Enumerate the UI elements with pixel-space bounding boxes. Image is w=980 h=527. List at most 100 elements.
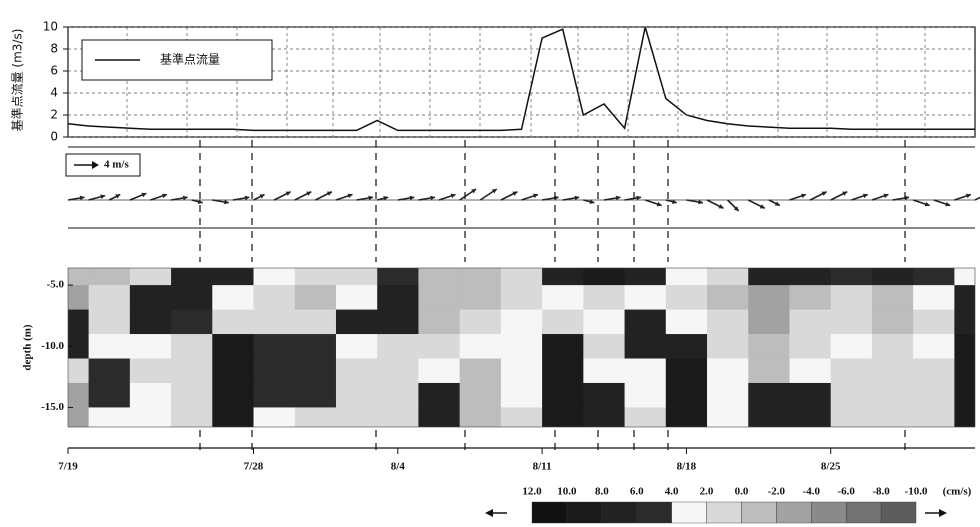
y-tick-label: 10	[43, 20, 58, 34]
contour-cell	[707, 382, 749, 408]
contour-cell	[830, 407, 873, 427]
x-tick-label: 8/4	[391, 461, 406, 473]
contour-cell	[748, 268, 790, 286]
contour-cell	[418, 268, 461, 286]
contour-cell	[171, 268, 213, 286]
plot-layer: 0 2 4 6 8 10 基準点流量 (m3/s) 基準点流量 4 m/s -5.0 -10.0 -1…	[10, 20, 980, 524]
contour-cell	[129, 285, 172, 311]
vector-head	[141, 192, 147, 198]
contour-cell	[789, 334, 832, 360]
contour-cell	[377, 285, 419, 311]
contour-cell	[583, 382, 626, 408]
contour-cell	[68, 382, 90, 408]
contour-cell	[294, 268, 337, 286]
y-tick-label: 4	[50, 86, 58, 100]
contour-cell	[294, 358, 337, 384]
contour-cell	[377, 309, 419, 335]
contour-cell	[542, 309, 584, 335]
contour-cell	[542, 382, 584, 408]
contour-cell	[707, 334, 749, 360]
contour-cell	[913, 407, 955, 427]
vector-head	[450, 193, 456, 199]
contour-cell	[748, 382, 790, 408]
contour-cell	[624, 285, 667, 311]
contour-cell	[212, 358, 255, 384]
contour-cell	[542, 285, 584, 311]
contour-cell	[913, 334, 955, 360]
x-tick-label: 8/25	[821, 461, 841, 473]
contour-cell	[624, 358, 667, 384]
contour-cell	[68, 285, 90, 311]
vector-head	[409, 195, 415, 201]
y-tick-label: -15.0	[41, 401, 64, 413]
contour-cell	[500, 407, 543, 427]
contour-cell	[789, 407, 832, 427]
colorbar-label: 8.0	[595, 486, 609, 498]
colorbar-label: 0.0	[735, 486, 749, 498]
contour-cell	[624, 268, 667, 286]
vector-head	[821, 191, 827, 196]
vector-head	[368, 195, 374, 201]
y-tick-label: 6	[50, 64, 58, 78]
arrow-right-head	[939, 509, 947, 517]
vector-head	[801, 193, 806, 199]
vector-head	[182, 195, 188, 201]
contour-cell	[954, 334, 975, 360]
contour-cell	[871, 382, 914, 408]
contour-cell	[294, 407, 337, 427]
contour-cell	[171, 358, 213, 384]
colorbar-label: -4.0	[803, 486, 821, 498]
contour-cell	[542, 268, 584, 286]
scale-label: 4 m/s	[104, 159, 129, 171]
contour-cell	[459, 268, 502, 286]
y-tick-label: 0	[50, 130, 58, 144]
contour-cell	[542, 334, 584, 360]
vector-head	[285, 191, 291, 196]
contour-cell	[253, 268, 296, 286]
vector-head	[430, 195, 435, 201]
vector-head	[115, 194, 121, 199]
contour-cell	[459, 407, 502, 427]
colorbar-segment	[601, 501, 637, 524]
contour-cell	[253, 334, 296, 360]
vector-head	[718, 204, 724, 209]
contour-cell	[500, 309, 543, 335]
colorbar-label: -2.0	[768, 486, 786, 498]
contour-cell	[129, 309, 172, 335]
colorbar-segment	[636, 501, 672, 524]
contour-cell	[212, 309, 255, 335]
colorbar-label: 2.0	[700, 486, 714, 498]
contour-cell	[418, 358, 461, 384]
contour-cell	[871, 358, 914, 384]
vector-head	[774, 201, 780, 206]
contour-cell	[500, 285, 543, 311]
contour-cell	[418, 407, 461, 427]
contour-cell	[253, 407, 296, 427]
contour-cell	[88, 358, 131, 384]
contour-cell	[830, 309, 873, 335]
contour-cell	[88, 268, 131, 286]
contour-cell	[830, 268, 873, 286]
contour-cell	[171, 285, 213, 311]
vector-head	[883, 193, 889, 199]
flow-clip	[68, 27, 975, 132]
contour-cell	[171, 334, 213, 360]
contour-cell	[129, 382, 172, 408]
contour-cell	[954, 268, 975, 286]
flow-line	[68, 27, 975, 132]
contour-cell	[583, 285, 626, 311]
contour-cell	[789, 309, 832, 335]
contour-cell	[830, 358, 873, 384]
contour-cell	[748, 309, 790, 335]
colorbar-segment	[845, 501, 882, 524]
contour-cell	[253, 358, 296, 384]
colorbar-label: -8.0	[872, 486, 890, 498]
contour-cell	[212, 268, 255, 286]
contour-cell	[748, 285, 790, 311]
contour-cell	[212, 285, 255, 311]
vector-head	[759, 204, 765, 209]
colorbar-label: 4.0	[665, 486, 679, 498]
contour-cell	[459, 334, 502, 360]
contour-cell	[665, 285, 708, 311]
contour-cell	[459, 358, 502, 384]
